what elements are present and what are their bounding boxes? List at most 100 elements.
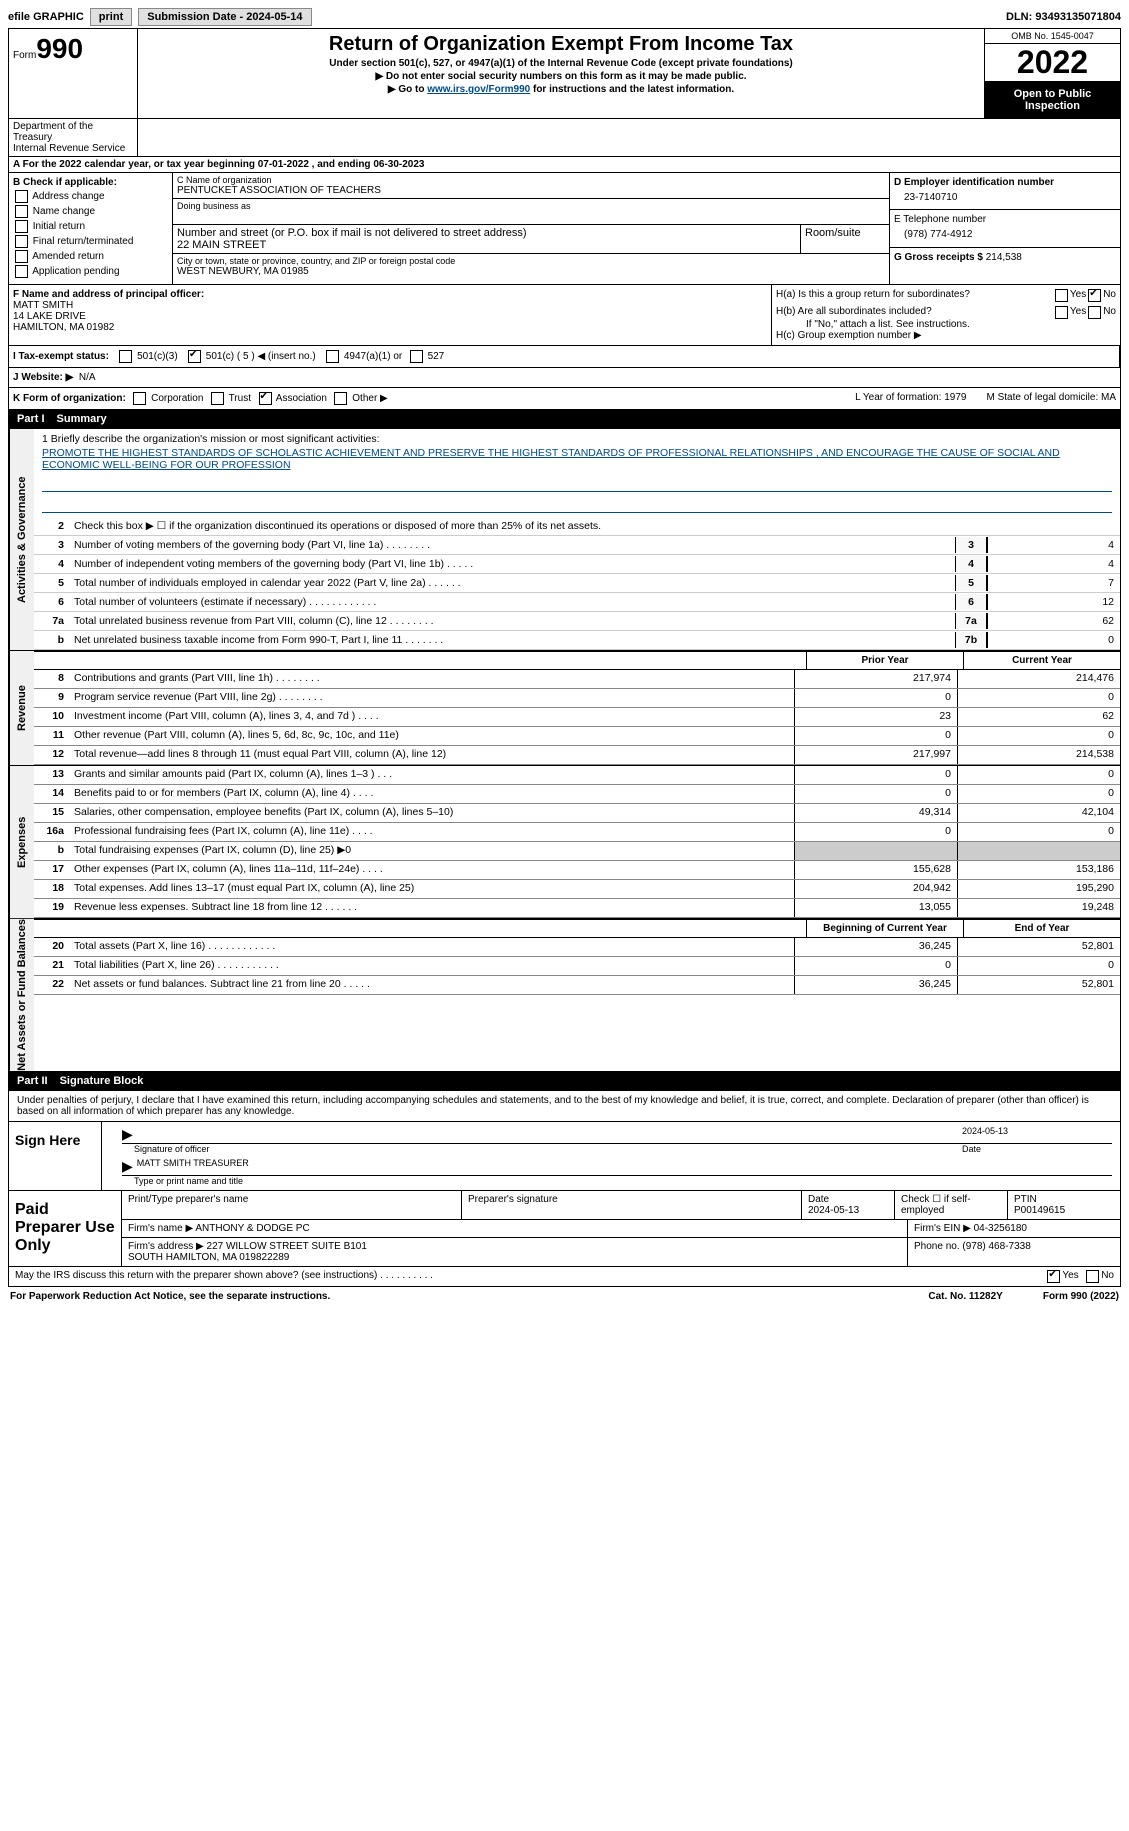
hdr-prior-year: Prior Year xyxy=(806,652,963,669)
financial-line: 11Other revenue (Part VIII, column (A), … xyxy=(34,727,1120,746)
dept-label: Department of the Treasury Internal Reve… xyxy=(9,119,138,156)
financial-line: 18Total expenses. Add lines 13–17 (must … xyxy=(34,880,1120,899)
top-toolbar: efile GRAPHIC print Submission Date - 20… xyxy=(8,8,1121,26)
form-ref: Form 990 (2022) xyxy=(1043,1291,1119,1302)
block-j-label: J Website: ▶ xyxy=(13,372,73,383)
financial-line: 16aProfessional fundraising fees (Part I… xyxy=(34,823,1120,842)
officer-group-block: F Name and address of principal officer:… xyxy=(8,285,1121,346)
financial-line: 12Total revenue—add lines 8 through 11 (… xyxy=(34,746,1120,765)
chk-app-pending: Application pending xyxy=(32,266,119,277)
sig-officer-label: Signature of officer xyxy=(134,1144,962,1154)
entity-info-block: B Check if applicable: Address change Na… xyxy=(8,173,1121,285)
subtitle-3-pre: ▶ Go to xyxy=(388,84,427,95)
omb-number: OMB No. 1545-0047 xyxy=(985,29,1120,44)
opt-501c3: 501(c)(3) xyxy=(137,351,178,362)
chk-final-return: Final return/terminated xyxy=(33,236,134,247)
room-label: Room/suite xyxy=(805,227,885,239)
part-2-number: Part II xyxy=(17,1075,48,1087)
h-b-label: H(b) Are all subordinates included? xyxy=(776,306,1053,319)
vtab-governance: Activities & Governance xyxy=(9,429,34,650)
tel-label: E Telephone number xyxy=(894,214,1116,225)
h-c-label: H(c) Group exemption number ▶ xyxy=(776,330,1116,341)
paid-preparer-label: Paid Preparer Use Only xyxy=(9,1191,122,1266)
block-i-label: I Tax-exempt status: xyxy=(13,351,109,362)
part-1-header: Part I Summary xyxy=(8,410,1121,429)
form-number: 990 xyxy=(36,33,83,64)
firm-address: Firm's address ▶ 227 WILLOW STREET SUITE… xyxy=(122,1238,908,1266)
subtitle-2: ▶ Do not enter social security numbers o… xyxy=(146,71,976,82)
financial-line: 14Benefits paid to or for members (Part … xyxy=(34,785,1120,804)
tax-status-row: I Tax-exempt status: 501(c)(3) 501(c) ( … xyxy=(8,346,1121,368)
may-discuss-label: May the IRS discuss this return with the… xyxy=(15,1270,433,1283)
summary-line: 5Total number of individuals employed in… xyxy=(34,574,1120,593)
mission-label: 1 Briefly describe the organization's mi… xyxy=(42,433,1112,445)
financial-line: 8Contributions and grants (Part VIII, li… xyxy=(34,670,1120,689)
block-k-label: K Form of organization: xyxy=(13,393,126,404)
opt-other: Other ▶ xyxy=(352,393,387,404)
opt-4947: 4947(a)(1) or xyxy=(344,351,402,362)
summary-line: 4Number of independent voting members of… xyxy=(34,555,1120,574)
opt-527: 527 xyxy=(428,351,445,362)
city-label: City or town, state or province, country… xyxy=(177,256,885,266)
firm-name: Firm's name ▶ ANTHONY & DODGE PC xyxy=(122,1220,908,1237)
arrow-icon: ▶ xyxy=(122,1126,133,1143)
prep-name-label: Print/Type preparer's name xyxy=(122,1191,462,1219)
financial-line: 22Net assets or fund balances. Subtract … xyxy=(34,976,1120,995)
website-value: N/A xyxy=(79,372,96,383)
financial-line: 9Program service revenue (Part VIII, lin… xyxy=(34,689,1120,708)
form-org-row: K Form of organization: Corporation Trus… xyxy=(8,388,1121,410)
street-label: Number and street (or P.O. box if mail i… xyxy=(177,227,796,239)
signature-block: Under penalties of perjury, I declare th… xyxy=(8,1091,1121,1267)
financial-line: 20Total assets (Part X, line 16) . . . .… xyxy=(34,938,1120,957)
financial-line: 19Revenue less expenses. Subtract line 1… xyxy=(34,899,1120,918)
ein-label: D Employer identification number xyxy=(894,177,1116,188)
dln-label: DLN: 93493135071804 xyxy=(1006,11,1121,23)
summary-line: 2Check this box ▶ ☐ if the organization … xyxy=(34,517,1120,536)
vtab-revenue: Revenue xyxy=(9,651,34,765)
part-2-title: Signature Block xyxy=(60,1075,144,1087)
open-public-badge: Open to Public Inspection xyxy=(985,82,1120,118)
street-address: 22 MAIN STREET xyxy=(177,239,796,251)
form-title: Return of Organization Exempt From Incom… xyxy=(146,33,976,56)
revenue-section: Revenue Prior Year Current Year 8Contrib… xyxy=(8,651,1121,766)
prep-ptin: PTIN P00149615 xyxy=(1008,1191,1120,1219)
summary-line: 7aTotal unrelated business revenue from … xyxy=(34,612,1120,631)
efile-label: efile GRAPHIC xyxy=(8,11,84,23)
chk-address-change: Address change xyxy=(32,191,104,202)
financial-line: 21Total liabilities (Part X, line 26) . … xyxy=(34,957,1120,976)
hdr-current-year: Current Year xyxy=(963,652,1120,669)
opt-501c: 501(c) ( 5 ) ◀ (insert no.) xyxy=(206,351,316,362)
page-footer: For Paperwork Reduction Act Notice, see … xyxy=(8,1287,1121,1306)
financial-line: 13Grants and similar amounts paid (Part … xyxy=(34,766,1120,785)
vtab-expenses: Expenses xyxy=(9,766,34,918)
sign-date: 2024-05-13 xyxy=(962,1126,1112,1143)
summary-line: bNet unrelated business taxable income f… xyxy=(34,631,1120,650)
firm-phone: Phone no. (978) 468-7338 xyxy=(908,1238,1120,1266)
tel-value: (978) 774-4912 xyxy=(894,229,1116,240)
submission-date-button[interactable]: Submission Date - 2024-05-14 xyxy=(138,8,311,26)
net-assets-section: Net Assets or Fund Balances Beginning of… xyxy=(8,919,1121,1072)
sign-here-label: Sign Here xyxy=(9,1122,102,1190)
prep-self-employed: Check ☐ if self-employed xyxy=(895,1191,1008,1219)
firm-ein: Firm's EIN ▶ 04-3256180 xyxy=(908,1220,1120,1237)
opt-assoc: Association xyxy=(276,393,327,404)
print-button[interactable]: print xyxy=(90,8,132,26)
mission-text[interactable]: PROMOTE THE HIGHEST STANDARDS OF SCHOLAS… xyxy=(42,447,1112,471)
part-1-number: Part I xyxy=(17,413,45,425)
opt-trust: Trust xyxy=(229,393,251,404)
officer-addr2: HAMILTON, MA 01982 xyxy=(13,322,767,333)
org-name: PENTUCKET ASSOCIATION OF TEACHERS xyxy=(177,185,885,196)
h-b-note: If "No," attach a list. See instructions… xyxy=(776,319,1116,330)
prep-sig-label: Preparer's signature xyxy=(462,1191,802,1219)
instructions-link[interactable]: www.irs.gov/Form990 xyxy=(427,84,530,95)
gross-value: 214,538 xyxy=(986,252,1022,263)
printed-name-label: Type or print name and title xyxy=(134,1176,1112,1186)
block-b-label: B Check if applicable: xyxy=(13,177,168,188)
paperwork-notice: For Paperwork Reduction Act Notice, see … xyxy=(10,1291,330,1302)
gross-label: G Gross receipts $ xyxy=(894,252,986,263)
vtab-net-assets: Net Assets or Fund Balances xyxy=(9,919,34,1071)
summary-line: 6Total number of volunteers (estimate if… xyxy=(34,593,1120,612)
financial-line: 10Investment income (Part VIII, column (… xyxy=(34,708,1120,727)
form-label: Form xyxy=(13,50,36,61)
form-header: Form990 Return of Organization Exempt Fr… xyxy=(8,28,1121,119)
